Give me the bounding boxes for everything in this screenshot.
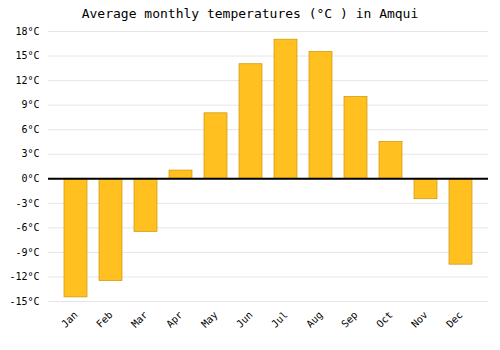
svg-text:12°C: 12°C xyxy=(15,75,39,86)
svg-text:15°C: 15°C xyxy=(15,50,39,61)
svg-text:-12°C: -12°C xyxy=(9,271,39,282)
svg-text:-6°C: -6°C xyxy=(15,222,39,233)
svg-text:Aug: Aug xyxy=(304,309,325,330)
svg-text:Feb: Feb xyxy=(94,309,115,330)
svg-text:0°C: 0°C xyxy=(21,173,39,184)
svg-text:Mar: Mar xyxy=(129,309,150,330)
svg-text:Apr: Apr xyxy=(164,309,185,330)
svg-text:18°C: 18°C xyxy=(15,26,39,37)
svg-text:Dec: Dec xyxy=(444,309,465,330)
html-text:Average monthly temperatures (: Average monthly temperatures (°C ) in Am… xyxy=(81,6,419,21)
svg-text:Jan: Jan xyxy=(59,309,80,330)
svg-text:-15°C: -15°C xyxy=(9,296,39,307)
svg-text:9°C: 9°C xyxy=(21,99,39,110)
svg-text:Nov: Nov xyxy=(409,309,430,330)
svg-text:6°C: 6°C xyxy=(21,124,39,135)
svg-text:-3°C: -3°C xyxy=(15,198,39,209)
svg-text:Sep: Sep xyxy=(339,309,360,330)
svg-text:Jul: Jul xyxy=(269,309,290,330)
svg-text:-9°C: -9°C xyxy=(15,247,39,258)
svg-text:Jun: Jun xyxy=(234,309,255,330)
svg-text:3°C: 3°C xyxy=(21,148,39,159)
svg-text:Oct: Oct xyxy=(374,309,395,330)
svg-text:May: May xyxy=(199,309,220,330)
